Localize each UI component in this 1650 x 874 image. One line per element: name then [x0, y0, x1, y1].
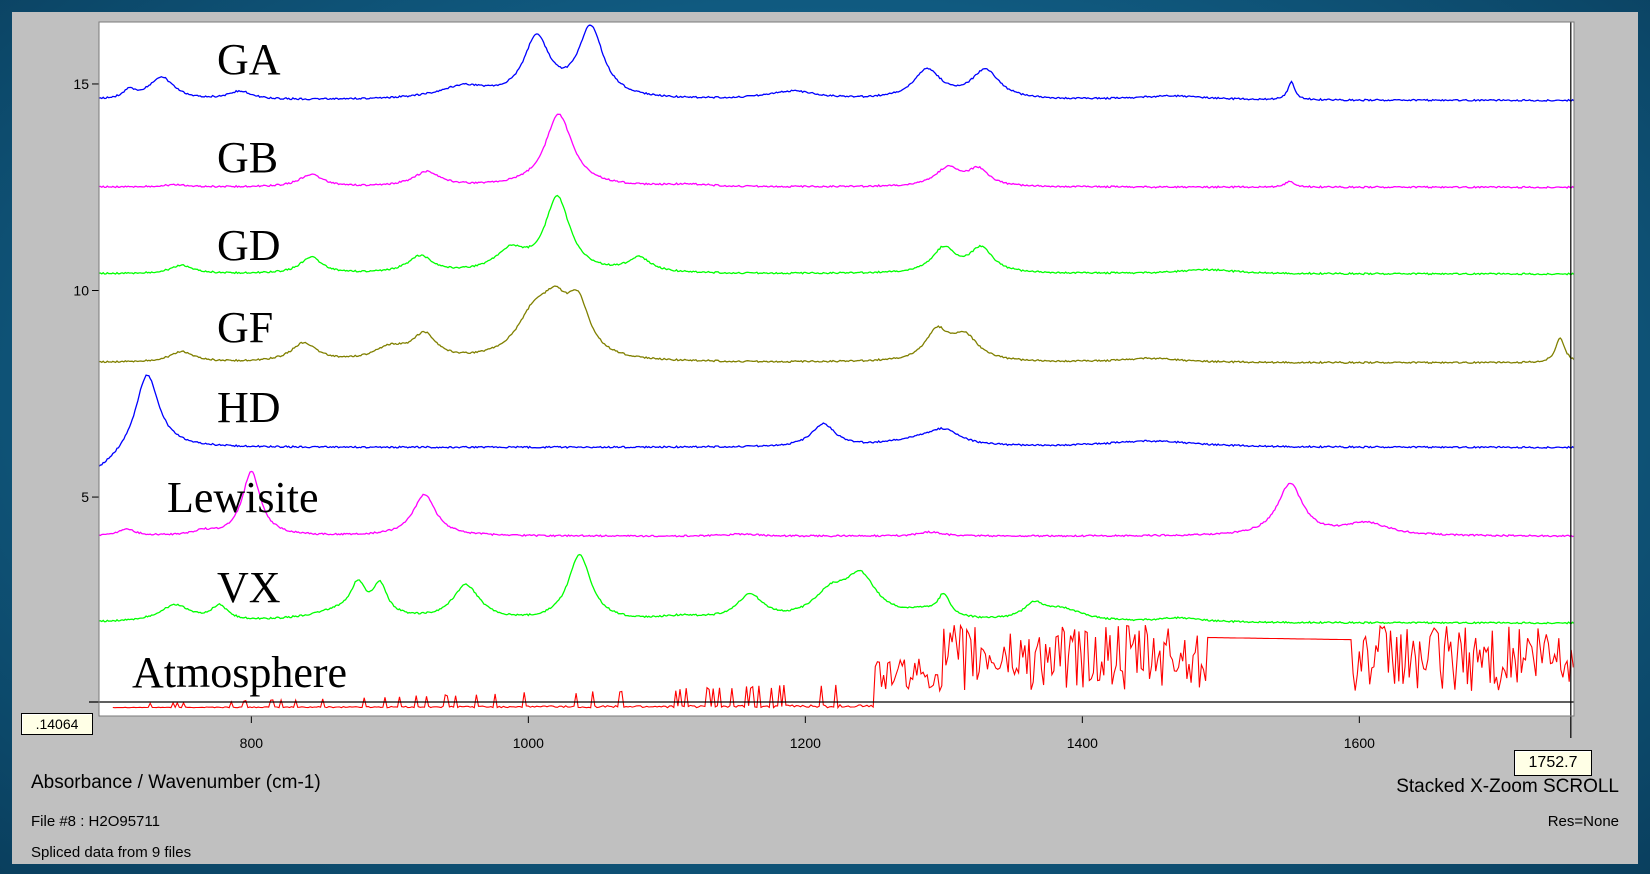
spectrum-name-label: GB: [217, 133, 278, 182]
spectrum-line[interactable]: [98, 24, 1575, 102]
y-cursor-readout: .14064: [21, 713, 93, 735]
spectrum-line[interactable]: [98, 285, 1575, 365]
spectrum-name-label: GA: [217, 35, 281, 84]
spectrum-name-label: GD: [217, 221, 281, 270]
x-tick-label: 1000: [513, 735, 544, 751]
x-axis-title: Absorbance / Wavenumber (cm-1): [31, 772, 321, 793]
spectrum-name-label: HD: [217, 383, 281, 432]
x-tick-label: 800: [240, 735, 264, 751]
spectrum-line[interactable]: [98, 113, 1575, 189]
stacked-spectra-chart[interactable]: 5 10 15 800 1000 1200 1400 1600 GA GB GD GF HD Lewisi…: [12, 12, 1638, 812]
resolution-label: Res=None: [1547, 813, 1619, 830]
spectrum-viewer-panel: 5 10 15 800 1000 1200 1400 1600 GA GB GD GF HD Lewisi…: [12, 12, 1638, 864]
spectrum-name-label: VX: [217, 563, 281, 612]
spectrum-line[interactable]: [98, 553, 1575, 625]
spectrum-name-label: Atmosphere: [132, 648, 347, 697]
file-label: File #8 : H2O95711: [31, 813, 160, 830]
spectrum-name-label: GF: [217, 303, 273, 352]
x-tick-label: 1400: [1067, 735, 1098, 751]
x-cursor-readout: 1752.7: [1514, 750, 1592, 776]
x-tick-label: 1200: [790, 735, 821, 751]
spectrum-line[interactable]: [98, 194, 1575, 276]
display-mode-label[interactable]: Stacked X-Zoom SCROLL: [1396, 776, 1619, 797]
y-tick-label: 5: [81, 489, 89, 505]
spectrum-line[interactable]: [98, 470, 1575, 538]
spectrum-name-label: Lewisite: [167, 473, 319, 522]
y-tick-label: 15: [73, 76, 89, 92]
atmosphere-spectrum-line[interactable]: [112, 623, 1574, 710]
spectrum-line[interactable]: [98, 374, 1575, 467]
y-tick-label: 10: [73, 283, 89, 299]
x-tick-label: 1600: [1344, 735, 1375, 751]
plot-frame: [98, 21, 1575, 717]
splice-info-label: Spliced data from 9 files: [31, 844, 192, 861]
